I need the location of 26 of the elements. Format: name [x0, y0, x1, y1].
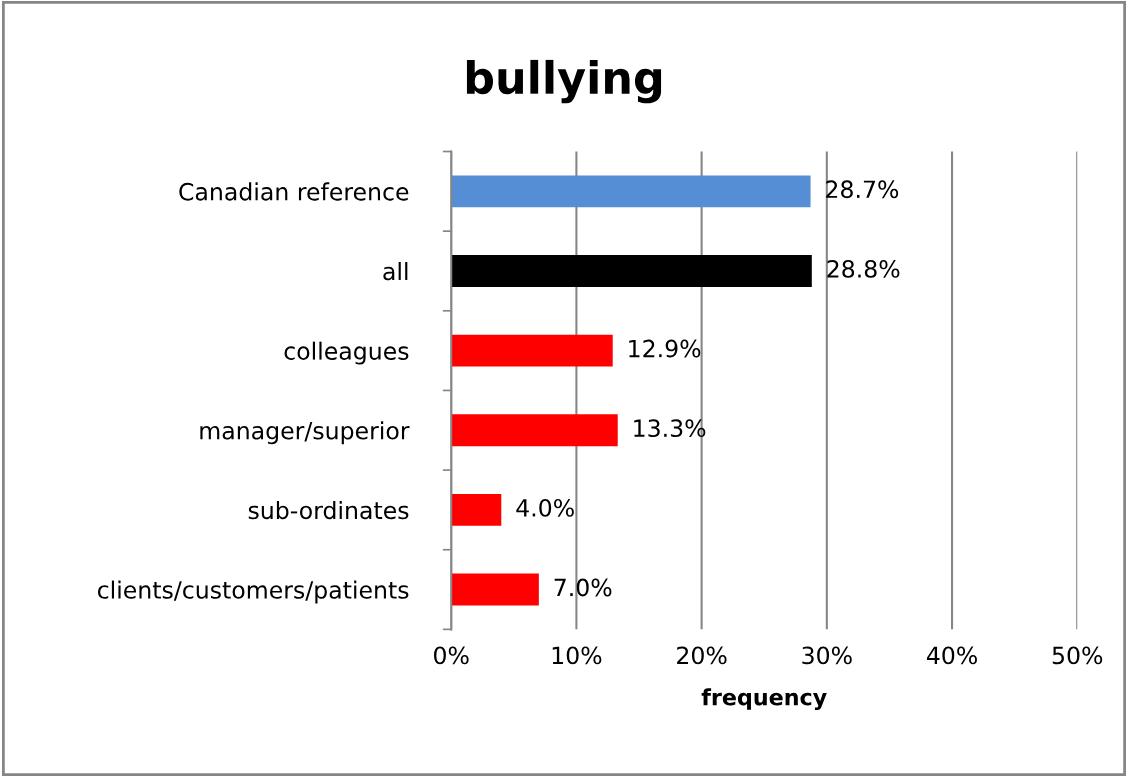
x-axis-title: frequency — [701, 688, 827, 711]
x-tick-label: 40% — [926, 646, 977, 665]
data-label: 12.9% — [629, 339, 701, 358]
bar — [451, 255, 812, 287]
y-tick-label: sub-ordinates — [248, 500, 409, 520]
data-label: 28.8% — [827, 259, 900, 278]
y-tick-label: all — [383, 262, 408, 281]
chart-title: bullying — [466, 59, 662, 104]
bar — [451, 334, 613, 367]
x-tick-label: 30% — [802, 646, 852, 665]
data-label: 13.3% — [634, 419, 706, 438]
y-tick-label: manager/superior — [200, 421, 410, 445]
data-label: 7.0% — [554, 578, 612, 597]
x-tick-label: 50% — [1052, 646, 1103, 665]
x-tick-label: 10% — [552, 646, 602, 665]
y-tick-label: clients/customers/patients — [97, 580, 409, 604]
y-tick-label: colleagues — [284, 341, 409, 365]
x-tick-label: 20% — [677, 646, 727, 665]
x-tick-label: 0% — [434, 646, 469, 665]
bar — [451, 414, 618, 447]
y-tick-label: Canadian reference — [179, 182, 409, 201]
data-label: 4.0% — [516, 498, 574, 517]
bar — [451, 493, 502, 526]
bar — [451, 175, 811, 208]
data-label: 28.7% — [826, 180, 899, 199]
bar — [451, 573, 539, 606]
